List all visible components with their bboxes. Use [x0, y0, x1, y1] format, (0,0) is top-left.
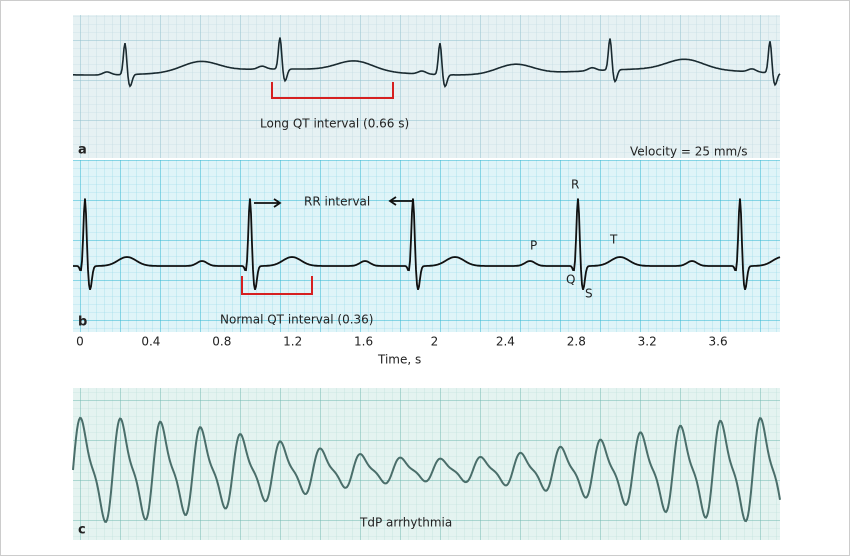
ecg-trace: [72, 416, 781, 524]
panel-a-grid: [73, 15, 780, 158]
ecg-trace: [73, 198, 781, 290]
annotation: RR interval: [304, 195, 370, 209]
x-tick-label: 1.2: [283, 335, 302, 349]
annotation: Velocity = 25 mm/s: [630, 145, 748, 159]
wave-label: T: [609, 233, 618, 247]
x-tick-label: 3.2: [638, 335, 657, 349]
wave-label: R: [571, 178, 579, 192]
panel-c-grid: [73, 388, 780, 540]
x-tick-label: 0: [76, 335, 84, 349]
annotation: Long QT interval (0.66 s): [260, 117, 409, 131]
qt-bracket: [271, 82, 394, 99]
wave-label: Q: [566, 273, 575, 287]
arrow: [254, 198, 282, 208]
x-tick-label: 1.6: [354, 335, 373, 349]
x-tick-label: 0.8: [212, 335, 231, 349]
axis-title: Time, s: [377, 353, 421, 367]
wave-label: S: [585, 287, 593, 301]
panel-b-grid: [73, 160, 780, 332]
x-tick-label: 3.6: [709, 335, 728, 349]
wave-label: P: [530, 239, 537, 253]
x-tick-label: 0.4: [141, 335, 160, 349]
annotation: TdP arrhythmia: [359, 516, 452, 530]
panel-label: b: [78, 315, 87, 330]
x-tick-label: 2: [431, 335, 439, 349]
x-tick-label: 2.8: [567, 335, 586, 349]
ecg-trace: [73, 37, 781, 89]
panel-label: c: [78, 523, 86, 538]
arrow: [388, 196, 412, 206]
x-tick-label: 2.4: [496, 335, 515, 349]
qt-bracket: [241, 276, 313, 295]
panel-label: a: [78, 143, 87, 158]
annotation: Normal QT interval (0.36): [220, 313, 373, 327]
